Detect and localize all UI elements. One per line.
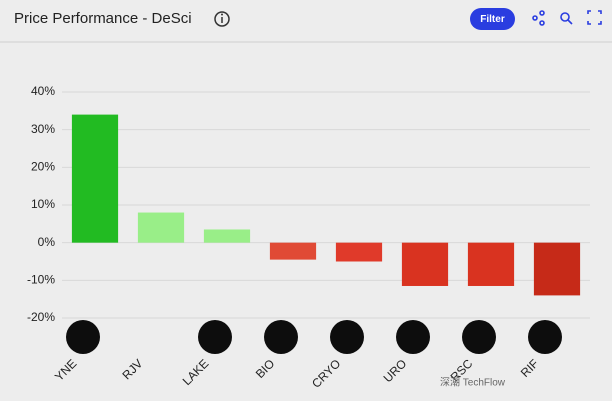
bar <box>269 242 317 260</box>
token-logo <box>132 320 166 354</box>
y-tick-label: 10% <box>31 197 55 211</box>
bar <box>533 242 581 296</box>
y-tick-label: 20% <box>31 160 55 174</box>
bar <box>335 242 383 262</box>
token-logo <box>198 320 232 354</box>
filter-button-label[interactable]: Filter <box>480 14 505 25</box>
y-tick-label: 0% <box>38 235 56 249</box>
info-icon[interactable] <box>214 11 230 27</box>
y-tick-label: -20% <box>27 310 55 324</box>
toolbar-icons[interactable] <box>532 10 602 26</box>
token-logo <box>330 320 364 354</box>
y-tick-label: -10% <box>27 273 55 287</box>
bar <box>137 212 185 243</box>
y-tick-label: 40% <box>31 84 55 98</box>
chart-title: Price Performance - DeSci <box>14 10 192 27</box>
filter-button[interactable] <box>470 8 515 30</box>
token-logo <box>66 320 100 354</box>
bar <box>203 229 251 243</box>
token-logo <box>528 320 562 354</box>
y-tick-label: 30% <box>31 122 55 136</box>
bar <box>401 242 449 286</box>
token-logo <box>462 320 496 354</box>
token-logo <box>396 320 430 354</box>
bar <box>71 114 119 243</box>
bar <box>467 242 515 286</box>
token-logo <box>264 320 298 354</box>
watermark: 深潮 TechFlow <box>440 376 506 389</box>
